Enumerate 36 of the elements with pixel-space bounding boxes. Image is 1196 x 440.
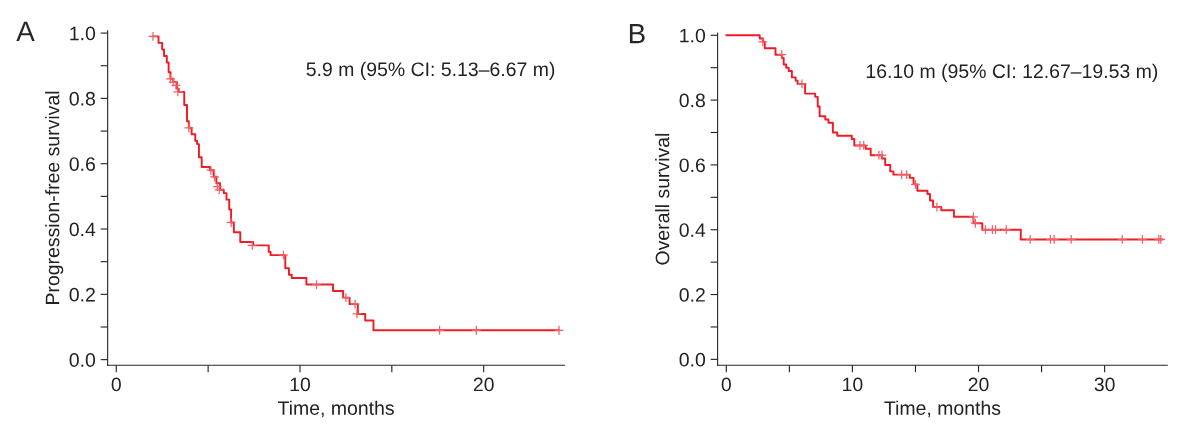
- y-tick-label: 0.2: [679, 288, 705, 302]
- y-tick-label: 0.6: [69, 157, 95, 171]
- chart-title: B: [629, 24, 645, 44]
- point: [351, 308, 362, 319]
- point: [226, 217, 237, 228]
- point: [350, 299, 361, 310]
- y-tick-label: 0.2: [69, 287, 95, 302]
- y-tick-label: 1.0: [70, 26, 96, 41]
- annotation: 16.10 m (95% CI: 12.67–19.53 m): [866, 63, 1158, 82]
- y-tick-label: 0.8: [69, 91, 95, 106]
- x-tick-label: 20: [473, 377, 494, 392]
- x-tick-label: 0: [721, 377, 731, 392]
- chart-title: A: [16, 21, 35, 41]
- y-axis-title: Overall survival: [655, 133, 670, 265]
- x-tick-label: 30: [1094, 377, 1115, 392]
- y-tick-label: 0.8: [679, 93, 705, 108]
- x-tick-label: 10: [843, 377, 863, 392]
- y-tick-label: 0.4: [679, 223, 706, 237]
- y-tick-label: 0.4: [69, 222, 96, 237]
- x-tick-label: 10: [290, 377, 311, 392]
- point: [205, 165, 216, 176]
- y-tick-label: 0.0: [679, 352, 706, 367]
- y-tick-label: 0.6: [679, 158, 705, 173]
- y-tick-label: 1.0: [680, 28, 706, 43]
- point: [931, 202, 942, 213]
- point: [147, 31, 159, 42]
- point: [796, 78, 807, 89]
- point: [340, 292, 351, 303]
- x-axis-title: Time, months: [884, 400, 1001, 418]
- point: [553, 325, 565, 336]
- y-tick-label: 0.0: [69, 353, 96, 367]
- x-tick-label: 20: [968, 377, 989, 392]
- annotation: 5.9 m (95% CI: 5.13–6.67 m): [306, 61, 555, 80]
- x-axis-title: Time, months: [277, 400, 394, 418]
- y-axis-title: Progression-free survival: [45, 91, 64, 304]
- x-tick-label: 0: [111, 377, 121, 392]
